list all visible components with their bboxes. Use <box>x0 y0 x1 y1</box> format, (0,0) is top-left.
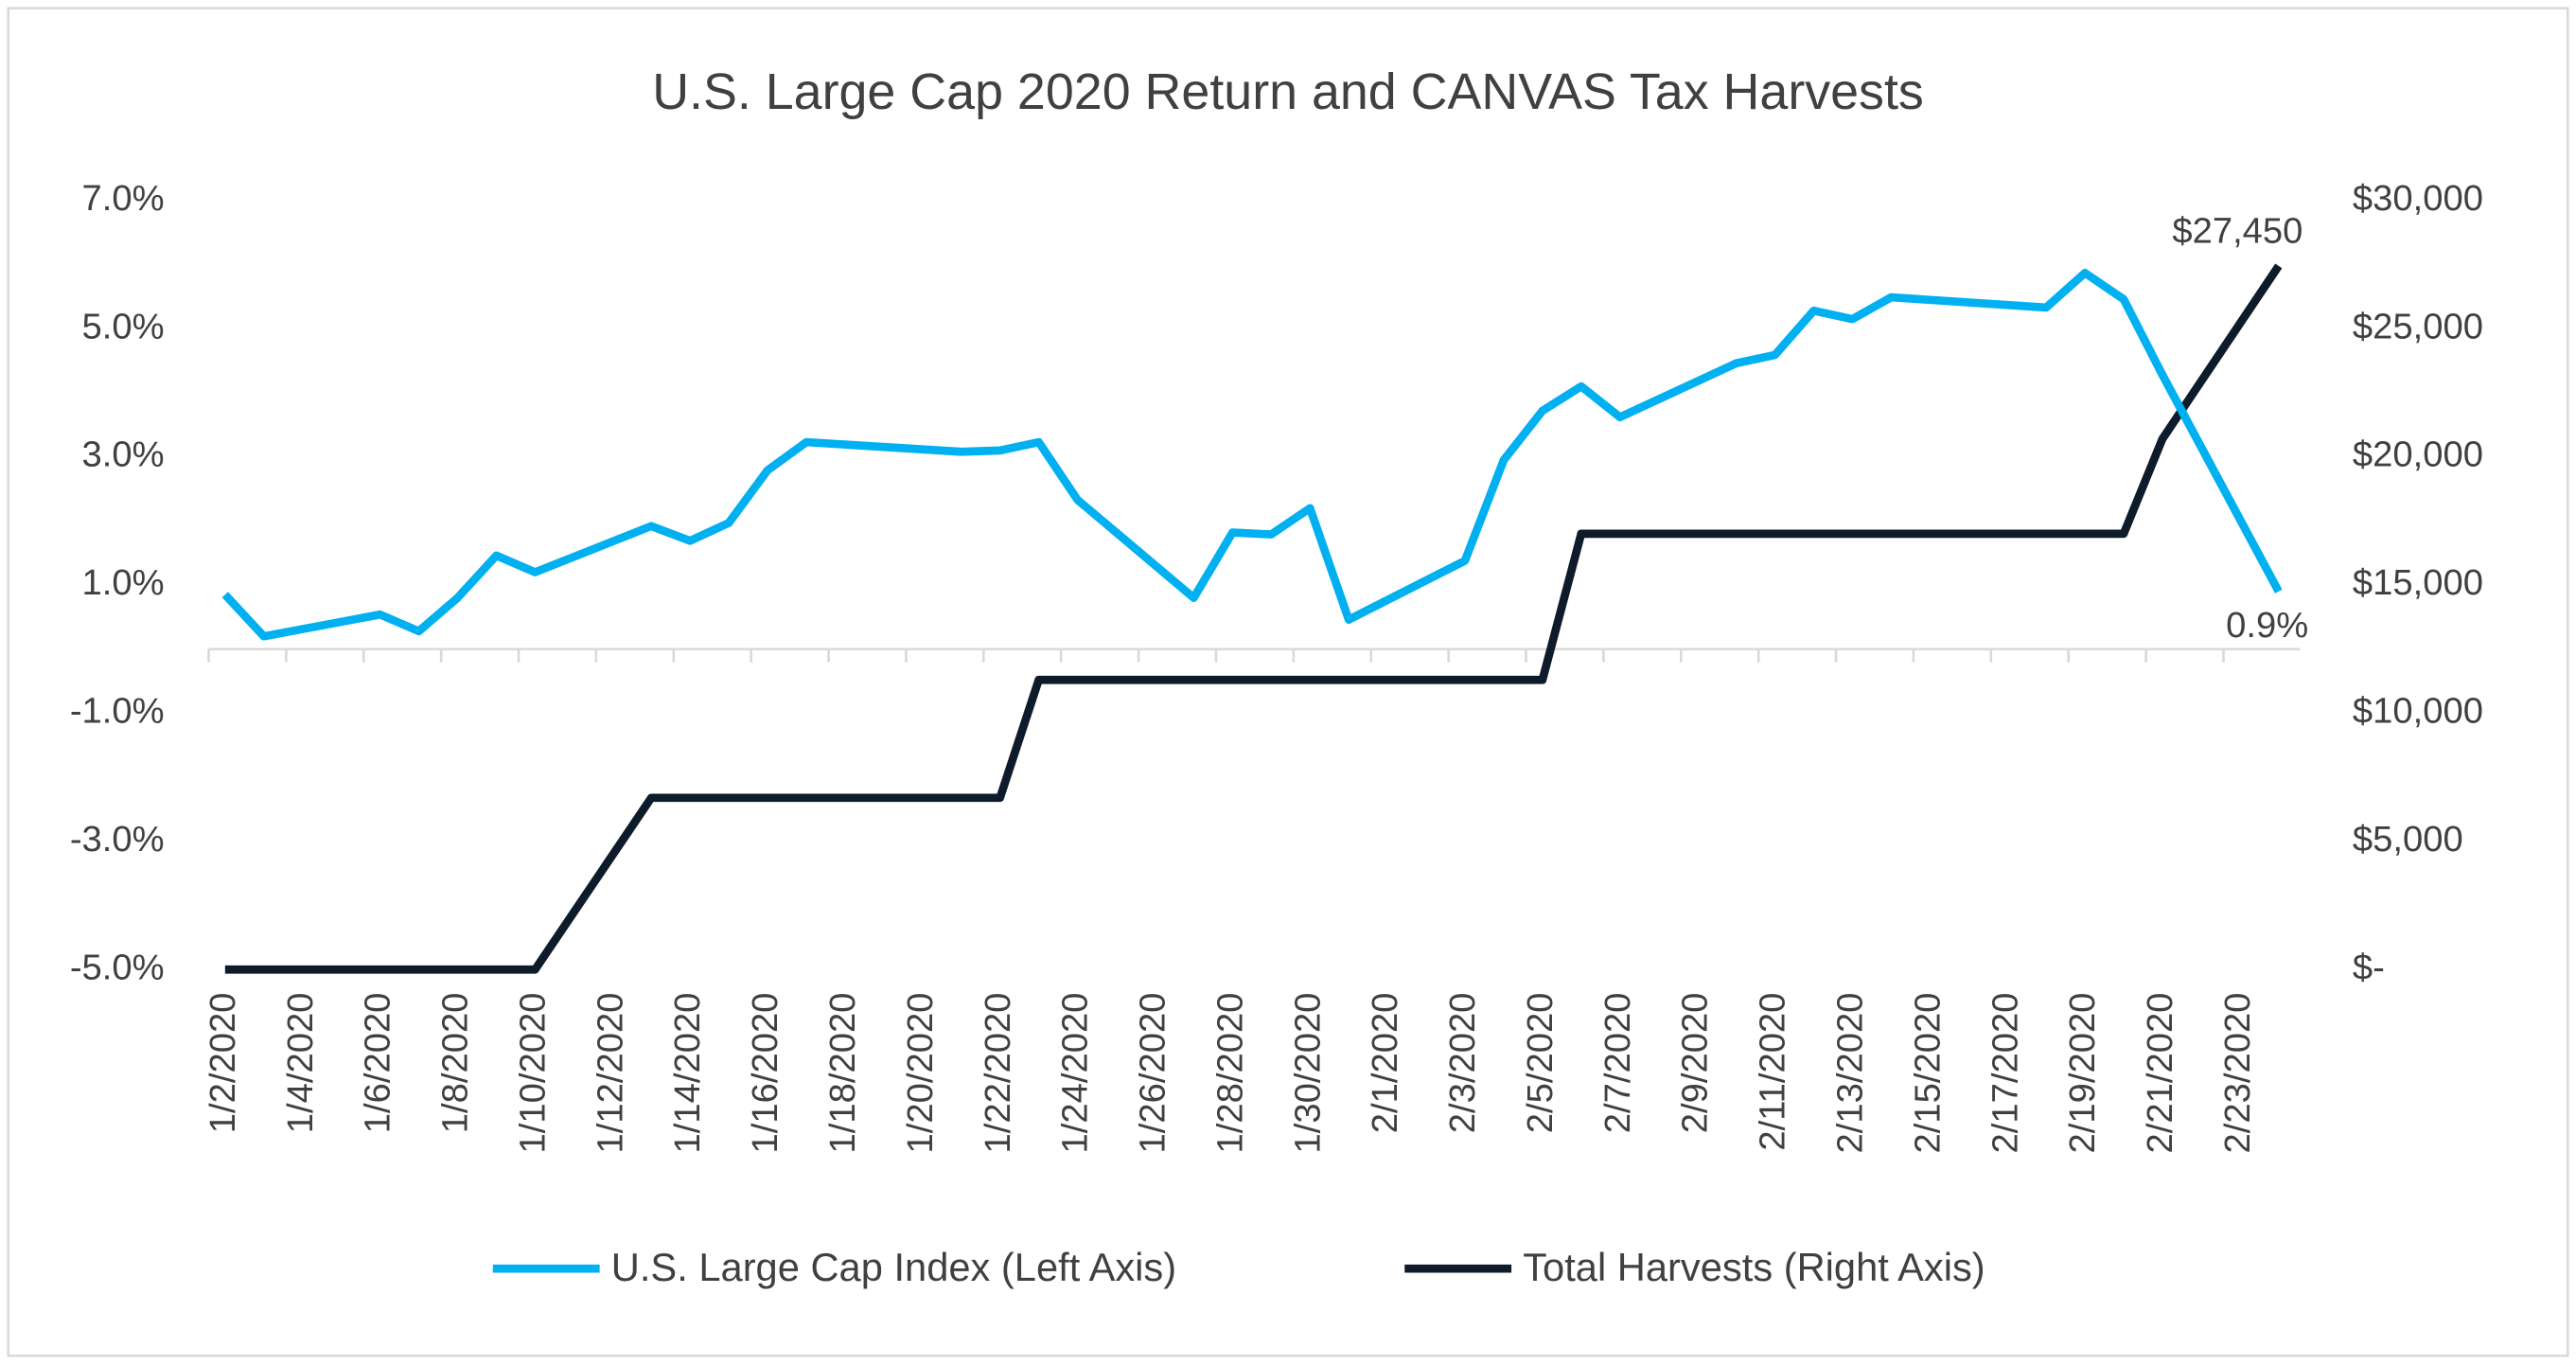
x-tick-label: 1/6/2020 <box>358 993 398 1134</box>
x-tick-label: 2/1/2020 <box>1365 993 1405 1134</box>
x-tick-label: 2/15/2020 <box>1907 993 1948 1154</box>
x-tick-label: 1/30/2020 <box>1287 993 1328 1154</box>
chart-title: U.S. Large Cap 2020 Return and CANVAS Ta… <box>652 63 1924 120</box>
legend-label: Total Harvests (Right Axis) <box>1523 1245 1985 1289</box>
y-tick-label: 3.0% <box>82 434 165 475</box>
x-tick-label: 2/13/2020 <box>1830 993 1871 1154</box>
x-tick-label: 2/21/2020 <box>2140 993 2180 1154</box>
x-tick-label: 2/19/2020 <box>2062 993 2103 1154</box>
value-label: 0.9% <box>2226 605 2308 646</box>
x-tick-label: 2/23/2020 <box>2217 993 2258 1154</box>
x-tick-label: 1/14/2020 <box>667 993 708 1154</box>
x-tick-label: 2/5/2020 <box>1520 993 1561 1134</box>
y2-tick-label: $- <box>2353 947 2385 987</box>
x-tick-label: 1/2/2020 <box>203 993 243 1134</box>
y2-tick-label: $15,000 <box>2353 562 2483 603</box>
x-tick-label: 1/8/2020 <box>435 993 476 1134</box>
y2-tick-label: $25,000 <box>2353 306 2483 346</box>
series-line <box>224 263 2283 974</box>
x-tick-label: 1/22/2020 <box>978 993 1018 1154</box>
legend-label: U.S. Large Cap Index (Left Axis) <box>611 1245 1176 1289</box>
y-tick-label: 1.0% <box>82 562 165 603</box>
x-tick-label: 2/17/2020 <box>1985 993 2025 1154</box>
x-tick-label: 2/9/2020 <box>1675 993 1716 1134</box>
x-tick-label: 1/20/2020 <box>900 993 941 1154</box>
x-tick-label: 1/10/2020 <box>512 993 553 1154</box>
x-tick-label: 2/7/2020 <box>1597 993 1638 1134</box>
y2-tick-label: $5,000 <box>2353 819 2463 860</box>
y2-tick-label: $20,000 <box>2353 434 2483 475</box>
y-tick-label: -3.0% <box>70 819 165 860</box>
y-tick-label: -1.0% <box>70 691 165 732</box>
y-tick-label: -5.0% <box>70 947 165 987</box>
x-tick-label: 2/3/2020 <box>1442 993 1483 1134</box>
y-tick-label: 5.0% <box>82 306 165 346</box>
y2-tick-label: $30,000 <box>2353 178 2483 219</box>
value-label: $27,450 <box>2172 210 2303 251</box>
x-tick-label: 1/18/2020 <box>822 993 863 1154</box>
series-line <box>221 269 2283 641</box>
x-tick-label: 1/16/2020 <box>745 993 785 1154</box>
y-tick-label: 7.0% <box>82 178 165 219</box>
x-tick-label: 2/11/2020 <box>1753 993 1793 1151</box>
x-tick-label: 1/26/2020 <box>1133 993 1173 1154</box>
x-tick-label: 1/12/2020 <box>590 993 630 1154</box>
x-tick-label: 1/4/2020 <box>280 993 321 1134</box>
x-tick-label: 1/24/2020 <box>1055 993 1096 1154</box>
x-tick-label: 1/28/2020 <box>1209 993 1250 1154</box>
y2-tick-label: $10,000 <box>2353 691 2483 732</box>
